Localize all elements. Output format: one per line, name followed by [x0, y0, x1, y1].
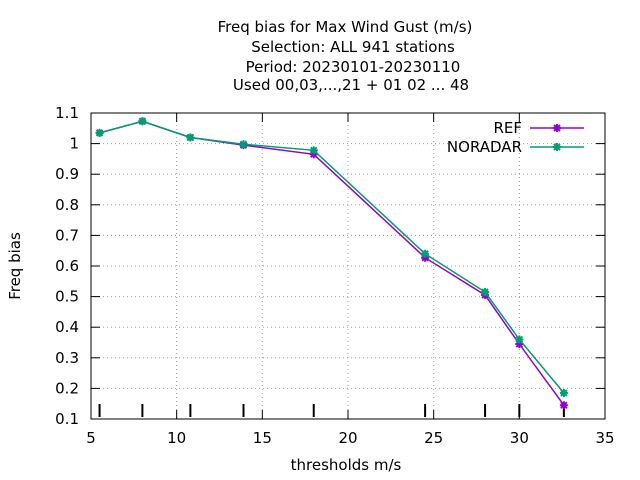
y-tick-label: 0.2 [55, 379, 79, 397]
data-point [309, 146, 318, 155]
y-tick-label: 0.1 [55, 410, 79, 428]
data-point [138, 117, 147, 126]
x-tick-label: 35 [595, 429, 614, 447]
threshold-markers [98, 404, 565, 417]
series-layer [95, 117, 568, 410]
x-tick-label: 15 [253, 429, 272, 447]
data-point [559, 388, 568, 397]
data-point [559, 401, 568, 410]
y-tick-label: 1.1 [55, 104, 79, 122]
series-line-noradar [99, 120, 565, 394]
y-tick-label: 0.3 [55, 349, 79, 367]
data-point [515, 335, 524, 344]
title-line-2: Selection: ALL 941 stations [251, 38, 455, 56]
plot-frame [90, 112, 606, 420]
data-point [239, 140, 248, 149]
y-tick-label: 0.7 [55, 226, 79, 244]
y-tick-label: 0.9 [55, 165, 79, 183]
legend-label: REF [493, 119, 522, 137]
x-tick-label: 5 [86, 429, 96, 447]
legend-label: NORADAR [447, 138, 522, 156]
grid [91, 113, 605, 419]
data-point [481, 288, 490, 297]
y-tick-label: 0.6 [55, 257, 79, 275]
chart-title: Freq bias for Max Wind Gust (m/s) Select… [218, 18, 473, 94]
x-tick-label: 25 [424, 429, 443, 447]
series-noradar [95, 117, 568, 397]
legend-marker [553, 124, 561, 132]
x-tick-labels: 5 10 15 20 25 30 35 [86, 429, 614, 447]
title-line-3: Period: 20230101-20230110 [246, 58, 461, 76]
y-axis-label: Freq bias [6, 232, 24, 300]
data-point [421, 249, 430, 258]
data-point [186, 133, 195, 142]
title-line-1: Freq bias for Max Wind Gust (m/s) [218, 18, 473, 36]
title-line-4: Used 00,03,...,21 + 01 02 ... 48 [233, 76, 469, 94]
data-point [95, 128, 104, 137]
x-tick-label: 20 [338, 429, 357, 447]
y-tick-label: 1 [69, 135, 79, 153]
x-axis-label: thresholds m/s [291, 456, 402, 474]
axis-ticks [90, 112, 606, 420]
y-tick-labels: 0.1 0.2 0.3 0.4 0.5 0.6 0.7 0.8 0.9 1 1.1 [55, 104, 79, 428]
y-tick-label: 0.5 [55, 288, 79, 306]
legend-marker [553, 143, 561, 151]
x-tick-label: 10 [167, 429, 186, 447]
y-tick-label: 0.4 [55, 318, 79, 336]
x-tick-label: 30 [510, 429, 529, 447]
series-ref [95, 117, 568, 410]
series-line-ref [99, 120, 565, 406]
y-tick-label: 0.8 [55, 196, 79, 214]
